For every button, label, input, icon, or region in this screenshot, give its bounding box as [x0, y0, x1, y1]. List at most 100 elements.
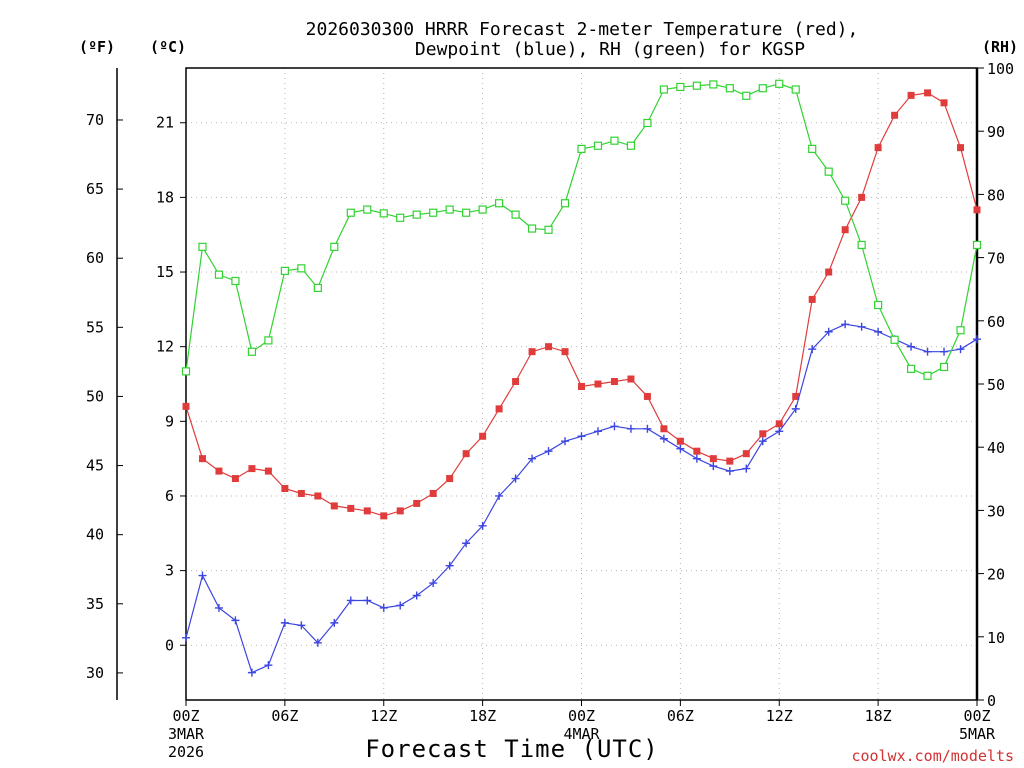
temperature-point [742, 450, 750, 458]
dewpoint-point [973, 335, 981, 344]
rh-point [874, 300, 883, 310]
x-tick-label: 00Z [172, 707, 199, 725]
temperature-point [182, 402, 190, 410]
x-tick-label: 12Z [766, 707, 793, 725]
dewpoint-point [824, 327, 833, 336]
rh-tick-label: 90 [987, 123, 1005, 141]
temperature-point [676, 437, 684, 445]
temperature-point [792, 392, 800, 400]
rh-point [841, 196, 850, 205]
rh-tick-label: 30 [987, 502, 1005, 520]
dewpoint-point [874, 327, 883, 336]
rh-point [214, 270, 224, 279]
dewpoint-point [709, 462, 718, 471]
rh-point [462, 208, 471, 217]
fahrenheit-tick-label: 50 [86, 387, 104, 405]
temperature-point [446, 475, 454, 483]
dewpoint-point [791, 404, 800, 413]
temperature-point [363, 507, 371, 515]
rh-point [824, 167, 833, 176]
celsius-tick-label: 6 [165, 487, 174, 505]
celsius-tick-label: 21 [156, 114, 174, 132]
temperature-point [874, 144, 882, 152]
x-tick-label: 12Z [370, 707, 397, 725]
dewpoint-point [857, 322, 866, 331]
series-line [185, 83, 978, 377]
rh-point [626, 141, 636, 150]
fahrenheit-tick-label: 35 [86, 595, 104, 613]
rh-point [659, 85, 668, 94]
rh-point [379, 209, 388, 218]
x-tick-label: 00Z [963, 707, 990, 725]
dewpoint-point [758, 437, 767, 446]
series-2-meter-temperature [182, 89, 981, 520]
rh-point [297, 264, 306, 273]
temperature-point [594, 380, 602, 388]
rh-tick-label: 80 [987, 186, 1005, 204]
dewpoint-point [577, 432, 586, 441]
temperature-point [479, 432, 487, 440]
chart-title-line1: 2026030300 HRRR Forecast 2-meter Tempera… [306, 19, 859, 40]
rh-point [560, 199, 570, 208]
dewpoint-point [445, 561, 454, 570]
dewpoint-point [692, 454, 701, 463]
rh-point [890, 335, 899, 344]
rh-point [412, 210, 421, 219]
rh-point [742, 91, 751, 100]
rh-point [544, 225, 553, 234]
rh-point [231, 276, 240, 286]
temperature-point [610, 378, 618, 386]
rh-point [610, 136, 619, 145]
fahrenheit-tick-label: 30 [86, 664, 104, 682]
dewpoint-point [676, 444, 685, 453]
x-tick-label: 00Z [568, 707, 595, 725]
dewpoint-point [412, 591, 421, 600]
dewpoint-point [462, 539, 471, 548]
rh-point [857, 240, 866, 250]
rh-tick-label: 20 [987, 566, 1005, 584]
unit-fahrenheit-label: (ºF) [79, 38, 115, 56]
temperature-point [281, 485, 289, 493]
dewpoint-point [725, 467, 734, 476]
fahrenheit-tick-label: 65 [86, 180, 104, 198]
dewpoint-point [478, 521, 487, 530]
temperature-point [528, 348, 536, 356]
rh-tick-label: 70 [987, 250, 1005, 268]
dewpoint-point [907, 342, 916, 351]
x-tick-label: 18Z [865, 707, 892, 725]
dewpoint-point [841, 320, 850, 329]
rh-point [363, 205, 372, 214]
temperature-point [495, 405, 503, 413]
dewpoint-point [379, 603, 388, 612]
temperature-point [775, 420, 783, 428]
series-layer [181, 79, 982, 677]
celsius-tick-label: 9 [165, 412, 174, 430]
temperature-point [545, 343, 553, 351]
fahrenheit-tick-label: 60 [86, 249, 104, 267]
fahrenheit-tick-label: 70 [86, 111, 104, 129]
rh-point [956, 326, 965, 335]
dewpoint-point [593, 427, 602, 436]
rh-point [972, 240, 982, 250]
temperature-point [957, 144, 965, 152]
temperature-point [561, 348, 569, 356]
rh-point [511, 210, 520, 219]
temperature-point [660, 425, 668, 433]
temperature-point [578, 382, 585, 390]
credit-text: coolwx.com/modelts [851, 747, 1014, 765]
series-line [185, 92, 978, 517]
dewpoint-point [264, 661, 273, 670]
celsius-tick-label: 0 [165, 636, 174, 654]
dewpoint-point [544, 447, 553, 456]
tick-labels: 0 3 6 9 12 15 18 21 30 35 40 45 50 55 60 65 70 0 10 20 30 40 5… [86, 60, 1014, 761]
rh-point [808, 144, 817, 153]
fahrenheit-tick-label: 55 [86, 318, 104, 336]
temperature-point [808, 295, 816, 303]
x-tick-date-label: 4MAR [563, 725, 600, 743]
dewpoint-point [363, 596, 372, 605]
rh-point [643, 118, 652, 128]
celsius-tick-label: 12 [156, 338, 174, 356]
temperature-point [907, 91, 915, 99]
dewpoint-point [511, 474, 520, 483]
